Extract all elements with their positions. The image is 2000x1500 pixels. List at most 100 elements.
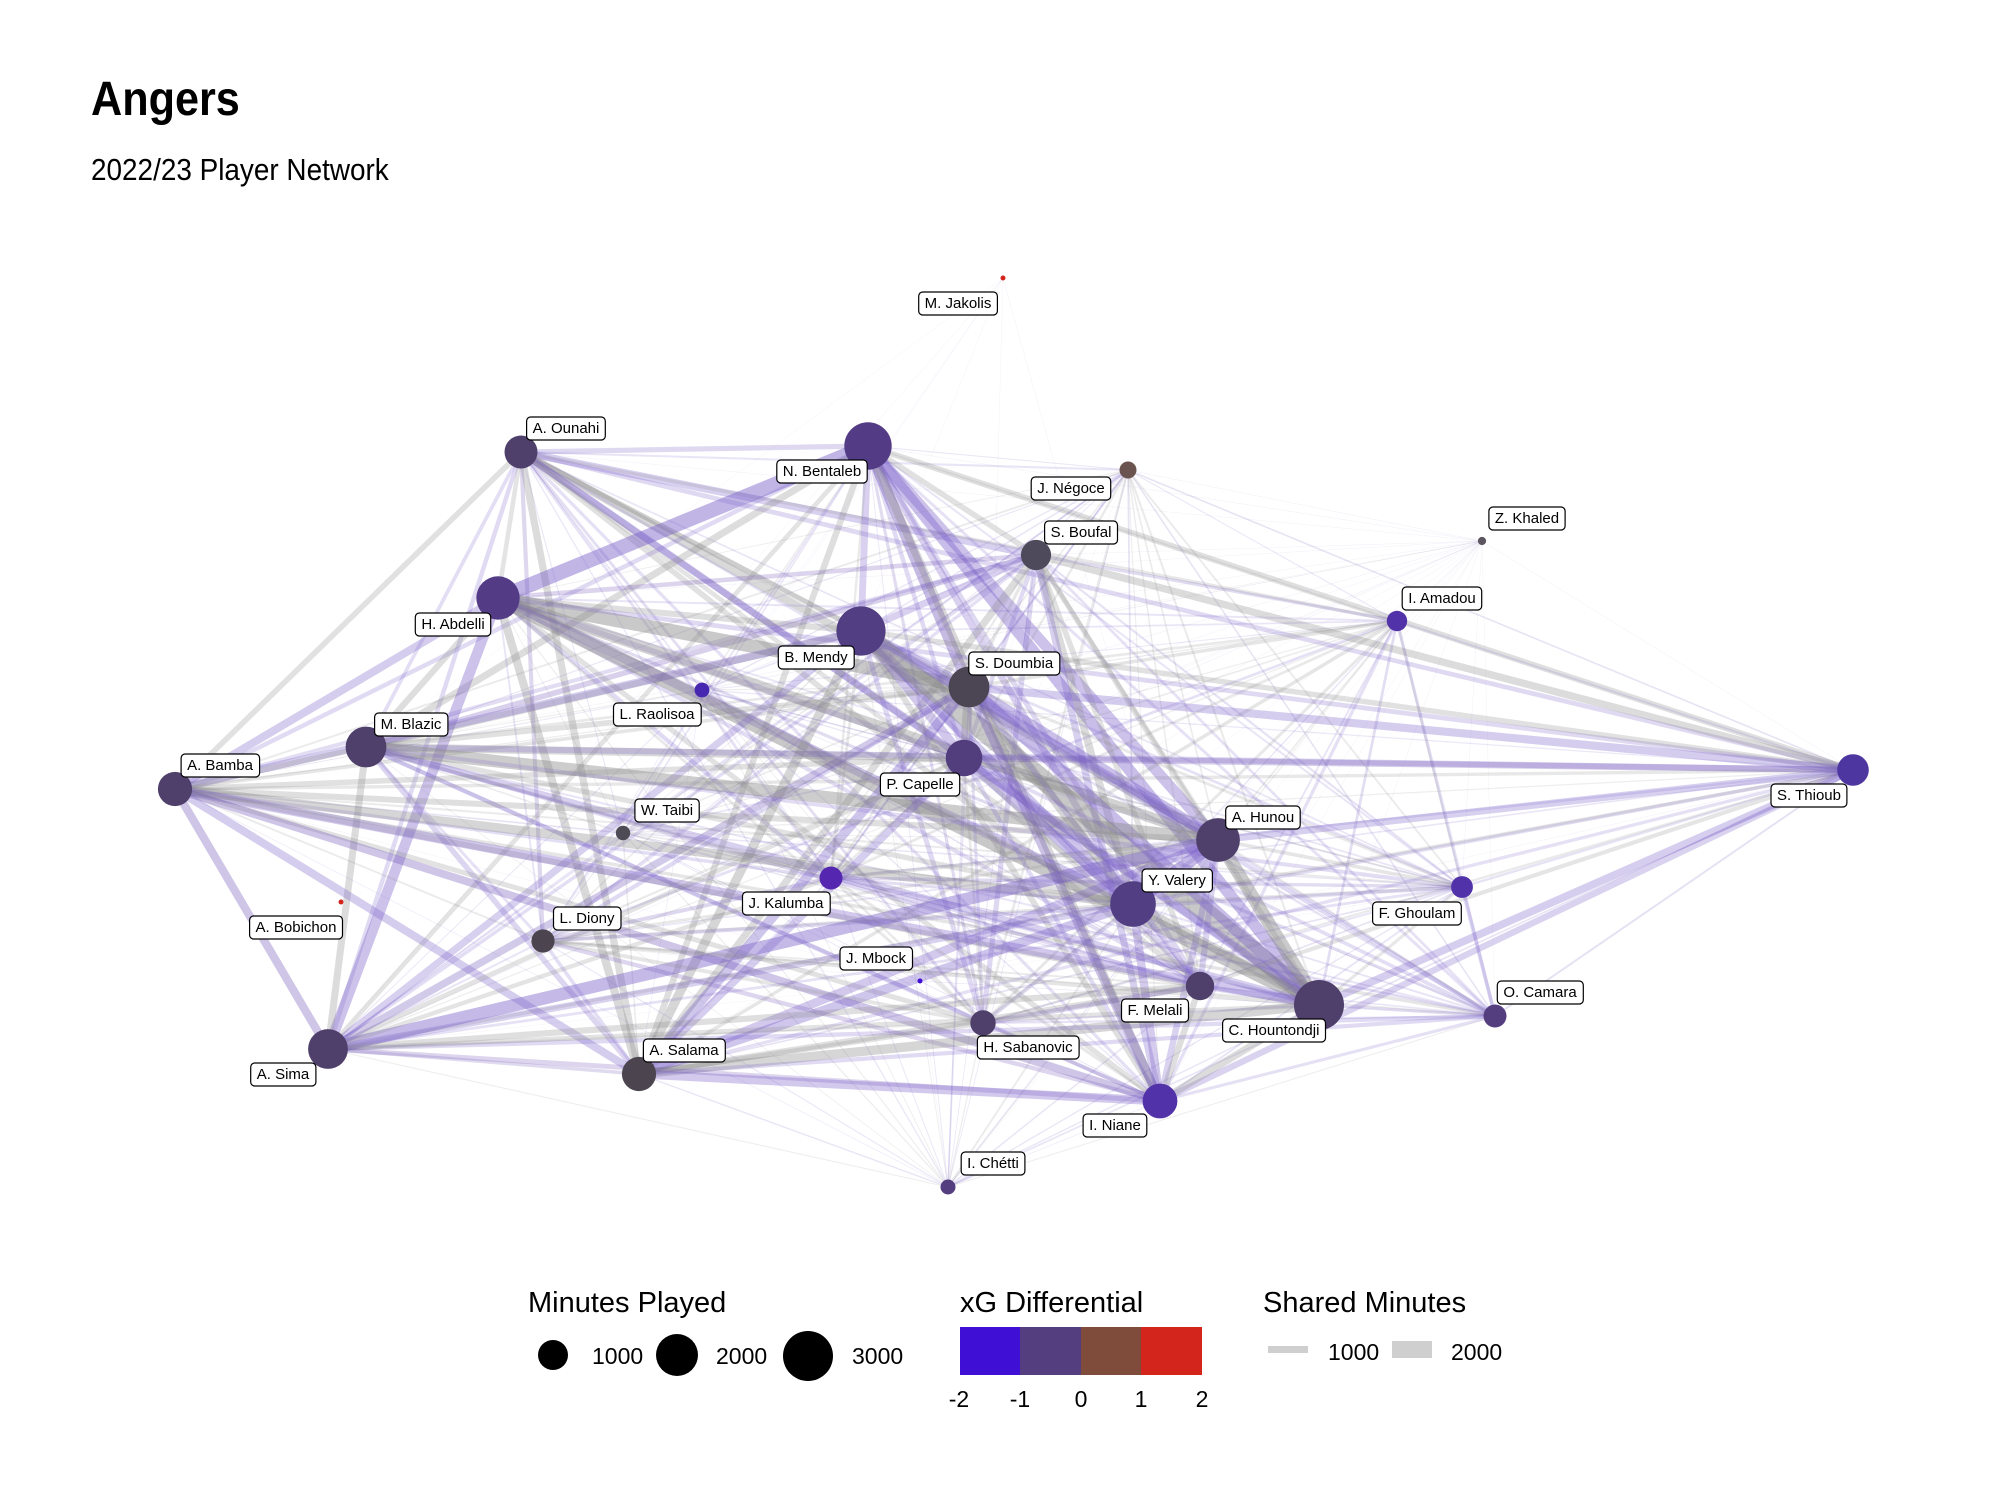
network-edge xyxy=(860,620,1398,632)
node-s-boufal[interactable] xyxy=(1020,539,1052,571)
node-a-sima[interactable] xyxy=(308,1029,348,1069)
network-edge xyxy=(362,743,1323,1009)
network-edge xyxy=(919,903,1134,982)
node-label-m-jakolis: M. Jakolis xyxy=(918,291,999,316)
network-edge xyxy=(1033,552,1221,843)
network-edge xyxy=(947,886,1463,1188)
node-i-ch-tti[interactable] xyxy=(940,1179,956,1195)
network-edge xyxy=(856,626,1223,845)
network-edge xyxy=(1196,836,1222,990)
node-label-box xyxy=(879,772,961,797)
node-a-ounahi[interactable] xyxy=(504,435,538,469)
network-edge xyxy=(324,900,1137,1053)
node-label-box xyxy=(1030,476,1112,501)
node-i-amadou[interactable] xyxy=(1386,610,1408,632)
node-a-bobichon[interactable] xyxy=(338,899,344,905)
network-edge xyxy=(520,451,1483,542)
network-edge xyxy=(1317,619,1399,1007)
network-edge xyxy=(919,886,1463,982)
node-o-camara[interactable] xyxy=(1483,1004,1507,1028)
network-edge xyxy=(964,682,1858,775)
network-edge xyxy=(491,591,1326,1012)
network-edge xyxy=(635,551,1040,1078)
node-l-diony[interactable] xyxy=(531,929,555,953)
network-edge xyxy=(860,630,949,1188)
node-b-mendy[interactable] xyxy=(836,606,886,656)
network-edge xyxy=(1395,619,1464,889)
network-edge xyxy=(701,689,1463,888)
network-edge xyxy=(961,755,1203,989)
network-edge xyxy=(362,743,968,762)
node-label-text: I. Chétti xyxy=(967,1155,1019,1172)
node-f-ghoulam[interactable] xyxy=(1451,876,1473,898)
node-f-melali[interactable] xyxy=(1185,971,1215,1001)
node-j-mbock[interactable] xyxy=(917,978,923,984)
network-edge xyxy=(325,449,524,1052)
legend-xg-tick-minus-2: -2 xyxy=(949,1386,969,1412)
node-j-kalumba[interactable] xyxy=(819,866,843,890)
node-label-box xyxy=(1371,901,1462,926)
network-edge xyxy=(1395,619,1497,1018)
network-edge xyxy=(829,838,1220,880)
network-edge xyxy=(518,449,1203,989)
node-s-doumbia[interactable] xyxy=(948,666,990,708)
node-m-jakolis[interactable] xyxy=(1000,275,1006,281)
network-edge xyxy=(622,832,1201,987)
network-edge xyxy=(980,552,1039,1026)
network-edge xyxy=(919,769,1854,982)
network-edge xyxy=(1199,620,1398,987)
network-edge xyxy=(638,689,703,1075)
network-edge xyxy=(981,768,1855,1025)
network-edge xyxy=(540,938,1163,1104)
network-edge xyxy=(1318,540,1483,1006)
network-edge xyxy=(518,443,871,455)
node-label-box xyxy=(1120,998,1190,1023)
node-h-abdelli[interactable] xyxy=(476,576,520,620)
network-edge xyxy=(966,684,1203,989)
node-n-bentaleb[interactable] xyxy=(844,422,892,470)
node-label-text: N. Bentaleb xyxy=(783,463,861,480)
node-z-khaled[interactable] xyxy=(1477,536,1487,546)
network-edge xyxy=(174,788,624,834)
network-edge xyxy=(365,746,1496,1017)
node-m-blazic[interactable] xyxy=(345,726,387,768)
network-labels: M. Jakolis A. Ounahi N. Bentaleb J. Négoce Z… xyxy=(180,291,1848,1176)
node-h-sabanovic[interactable] xyxy=(970,1010,996,1036)
network-edge xyxy=(518,449,1856,773)
node-label-box xyxy=(642,1038,726,1063)
legend-edge-swatch-1000 xyxy=(1268,1346,1308,1353)
node-c-hountondji[interactable] xyxy=(1294,980,1344,1030)
network-edge xyxy=(867,445,1483,542)
legend-minutes-played: Minutes Played 1000 2000 3000 xyxy=(528,1287,903,1381)
network-edge xyxy=(919,980,1320,1006)
network-edge xyxy=(517,448,968,762)
network-edge xyxy=(519,450,833,880)
network-edge xyxy=(1317,1003,1497,1018)
network-edge xyxy=(172,786,986,1026)
node-y-valery[interactable] xyxy=(1110,881,1156,927)
node-label-text: L. Raolisoa xyxy=(619,706,695,723)
network-edge xyxy=(947,1015,1496,1188)
node-s-thioub[interactable] xyxy=(1837,754,1869,786)
node-label-box xyxy=(1401,586,1483,611)
network-edge xyxy=(919,469,1129,982)
legend-size-circle-large xyxy=(783,1331,833,1381)
network-edge xyxy=(962,756,985,1025)
node-l-raolisoa[interactable] xyxy=(694,682,710,698)
node-a-salama[interactable] xyxy=(621,1056,657,1092)
node-label-box xyxy=(976,1035,1080,1060)
network-edge xyxy=(172,449,524,792)
node-i-niane[interactable] xyxy=(1142,1083,1178,1119)
network-edge xyxy=(981,902,1135,1025)
network-edge xyxy=(494,594,865,635)
network-edge xyxy=(638,1073,949,1188)
network-edge xyxy=(171,627,865,793)
node-j-n-goce[interactable] xyxy=(1119,461,1137,479)
node-p-capelle[interactable] xyxy=(945,739,983,777)
network-edge xyxy=(858,628,986,1026)
network-edge xyxy=(520,451,949,1188)
network-edge xyxy=(542,630,862,942)
node-w-taibi[interactable] xyxy=(615,825,631,841)
node-a-bamba[interactable] xyxy=(157,771,193,807)
network-edge xyxy=(981,468,1130,1025)
